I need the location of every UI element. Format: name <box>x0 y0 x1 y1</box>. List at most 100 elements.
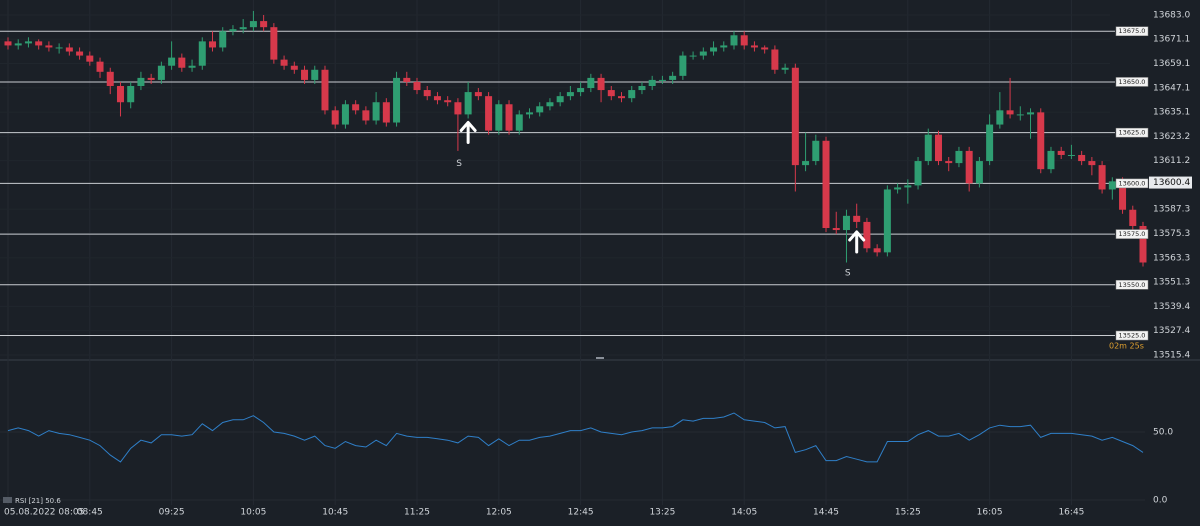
candle-body <box>802 161 810 166</box>
level-label-box <box>1115 229 1149 239</box>
current-price-label: 13600.4 <box>1153 178 1190 188</box>
candle-body <box>587 77 595 89</box>
level-label: 13650.0 <box>1119 78 1146 86</box>
candle-body <box>76 51 84 56</box>
candle-body <box>607 90 615 97</box>
candle-body <box>975 161 983 184</box>
indicator-icon[interactable] <box>3 497 12 503</box>
candle-body <box>362 110 370 121</box>
resize-handle[interactable] <box>596 357 604 359</box>
x-tick-label: 13:25 <box>649 508 675 518</box>
plot-area: SS <box>0 10 1147 463</box>
signal-arrow <box>848 230 866 254</box>
candle-body <box>720 45 728 48</box>
y-tick-label: 13551.3 <box>1153 278 1190 288</box>
candle-body <box>781 67 789 70</box>
candle-body <box>4 41 12 46</box>
candle-body <box>86 55 94 62</box>
candle-body <box>147 77 155 80</box>
y-tick-label: 13671.1 <box>1153 35 1190 45</box>
candle-body <box>730 35 738 46</box>
candle-body <box>689 55 697 57</box>
candle-body <box>188 65 196 68</box>
candle-body <box>945 161 953 164</box>
candle-body <box>96 61 104 72</box>
candle-body <box>485 96 493 131</box>
y-tick-label: 13611.2 <box>1153 156 1190 166</box>
x-tick-label: 15:25 <box>895 508 921 518</box>
x-tick-label: 12:45 <box>568 508 594 518</box>
candle-body <box>464 92 472 115</box>
candle-body <box>352 104 360 111</box>
candle-body <box>45 45 53 48</box>
x-tick-label: 12:05 <box>486 508 512 518</box>
candle-body <box>812 140 820 162</box>
candle-body <box>229 29 237 32</box>
candle-body <box>413 81 421 91</box>
candle-body <box>1006 110 1014 115</box>
candle-body <box>1027 112 1035 115</box>
candle-body <box>239 27 247 30</box>
level-label: 13525.0 <box>1119 332 1146 340</box>
candle-body <box>495 104 503 131</box>
candle-body <box>996 110 1004 125</box>
rsi-label: RSI [21] 50.6 <box>15 497 61 505</box>
candle-body <box>934 134 942 162</box>
candle-body <box>321 69 329 111</box>
candle-body <box>444 100 452 103</box>
candle-body <box>372 102 380 121</box>
candle-body <box>618 96 626 99</box>
candle-body <box>1119 181 1127 210</box>
candle-body <box>525 112 533 115</box>
candle-body <box>1078 154 1086 162</box>
rsi-line <box>7 412 1144 463</box>
candle-body <box>127 86 135 103</box>
level-label-box <box>1115 26 1149 36</box>
candle-body <box>260 21 268 28</box>
candle-body <box>1108 181 1116 190</box>
candle-body <box>669 75 677 80</box>
candle-body <box>106 71 114 87</box>
candle-body <box>116 86 124 103</box>
candle-body <box>393 77 401 123</box>
candle-body <box>740 35 748 46</box>
y-tick-label: 13563.3 <box>1153 253 1190 263</box>
y-tick-label: 13623.2 <box>1153 132 1190 142</box>
candle-body <box>536 106 544 113</box>
candle-body <box>699 51 707 56</box>
candle-body <box>1088 161 1096 166</box>
candle-body <box>290 65 298 70</box>
level-label-box <box>1115 280 1149 290</box>
x-tick-label: 14:45 <box>813 508 839 518</box>
y-tick-label: 13539.4 <box>1153 302 1190 312</box>
y-tick-label: 13527.4 <box>1153 326 1190 336</box>
candle-body <box>311 69 319 80</box>
level-label: 13575.0 <box>1119 230 1146 238</box>
candle-body <box>515 114 523 131</box>
candle-body <box>55 47 63 49</box>
candle-body <box>904 185 912 188</box>
candle-body <box>761 47 769 50</box>
rsi-tick-label: 0.0 <box>1153 496 1168 506</box>
candle-body <box>382 102 390 123</box>
candle-body <box>331 110 339 125</box>
level-label-box <box>1115 127 1149 138</box>
current-price-box <box>1149 176 1192 189</box>
candle-body <box>14 43 22 46</box>
candle-body <box>280 59 288 66</box>
candle-body <box>658 79 666 81</box>
candle-body <box>842 215 850 231</box>
candle-body <box>1047 150 1055 170</box>
candle-body <box>1139 225 1147 263</box>
candle-body <box>35 41 43 46</box>
x-tick-label: 14:05 <box>731 508 757 518</box>
level-label: 13550.0 <box>1119 281 1146 289</box>
candle-body <box>137 77 145 87</box>
candle-body <box>965 150 973 184</box>
x-tick-label: 10:45 <box>322 508 348 518</box>
candle-body <box>168 57 176 66</box>
x-tick-label: 08:45 <box>77 508 103 518</box>
candle-body <box>556 96 564 103</box>
